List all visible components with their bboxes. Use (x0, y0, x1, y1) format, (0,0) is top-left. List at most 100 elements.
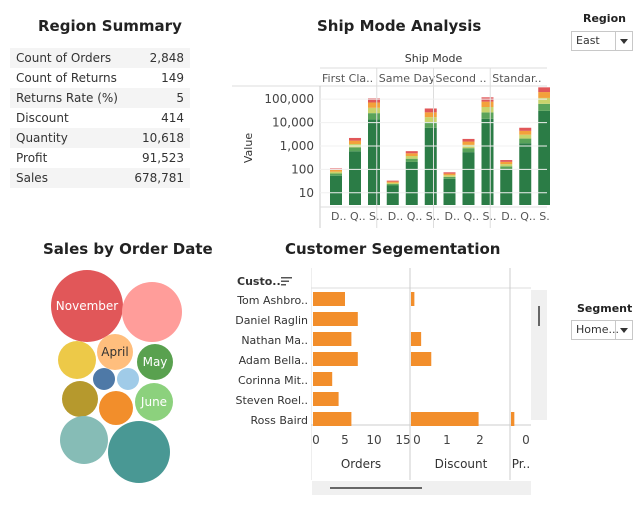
month-bubble[interactable] (99, 391, 133, 425)
ship-mode-bar-segment (500, 166, 513, 170)
ship-mode-title: Ship Mode Analysis (317, 17, 482, 35)
ship-mode-bar-segment (424, 127, 437, 205)
ship-mode-bar-segment (368, 107, 380, 114)
ship-mode-bar-segment (368, 98, 380, 103)
segment-filter-label: Segment (577, 302, 633, 315)
ship-mode-bar-segment (386, 182, 399, 185)
ship-mode-sub-label: D.. (445, 210, 460, 223)
ship-mode-header: Ship Mode (405, 52, 463, 65)
customer-name[interactable]: Tom Ashbro.. (237, 294, 308, 307)
customer-seg-title: Customer Segementation (285, 240, 501, 258)
summary-row-value: 2,848 (149, 51, 184, 65)
ship-mode-bar-segment (424, 121, 437, 128)
customer-name[interactable]: Nathan Ma.. (241, 334, 308, 347)
ship-mode-bar-segment (368, 102, 380, 108)
customer-bar (313, 352, 358, 366)
segment-dropdown[interactable]: Home... (571, 320, 633, 340)
month-bubble[interactable] (135, 383, 173, 421)
x-tick-label: 2 (476, 433, 484, 447)
ship-mode-sub-label: Q.. (464, 210, 480, 223)
chevron-down-icon[interactable] (615, 32, 632, 50)
ship-mode-bar-segment (481, 118, 494, 205)
ship-mode-bar-segment (330, 173, 342, 176)
vertical-scroll-thumb[interactable] (538, 306, 540, 326)
month-bubble[interactable] (60, 416, 108, 464)
ship-mode-bar-segment (519, 134, 532, 139)
month-bubble[interactable] (58, 341, 96, 379)
ship-mode-column-label: Standar.. (492, 72, 541, 85)
ship-mode-bar-segment (368, 119, 380, 205)
ship-mode-bar-segment (405, 153, 418, 157)
ship-mode-bar-segment (386, 184, 399, 186)
ship-mode-bar-segment (500, 164, 513, 167)
ship-mode-bar-segment (443, 178, 456, 205)
customer-name[interactable]: Daniel Raglin (235, 314, 308, 327)
month-bubble-label: April (101, 345, 128, 359)
ship-mode-bar-segment (349, 140, 361, 144)
horizontal-scroll-thumb[interactable] (330, 487, 422, 489)
summary-row-value: 5 (176, 91, 184, 105)
ship-mode-bar-segment (330, 169, 342, 172)
customer-name[interactable]: Steven Roel.. (235, 394, 308, 407)
customer-bar (313, 292, 345, 306)
ship-mode-bar-segment (349, 151, 361, 205)
customer-name[interactable]: Ross Baird (250, 414, 309, 427)
ship-mode-column-label: Second .. (436, 72, 487, 85)
customer-bar (313, 312, 358, 326)
ship-mode-bar-segment (538, 92, 550, 98)
x-tick-label: 15 (395, 433, 410, 447)
ship-mode-bar-segment (538, 110, 550, 205)
ship-mode-column-label: Same Day (379, 72, 436, 85)
customer-bar (313, 392, 339, 406)
month-bubble[interactable] (51, 270, 123, 342)
month-bubble[interactable] (117, 368, 139, 390)
summary-row: Returns Rate (%) 5 (10, 88, 190, 108)
ship-mode-sub-label: D.. (388, 210, 403, 223)
month-bubble[interactable] (97, 334, 133, 370)
ship-mode-sub-label: D.. (331, 210, 346, 223)
summary-row: Sales 678,781 (10, 168, 190, 188)
month-bubble[interactable] (108, 421, 170, 483)
discount-axis-title: Discount (435, 457, 488, 471)
y-tick-label: 1,000 (280, 139, 314, 153)
summary-row-value: 10,618 (142, 131, 184, 145)
ship-mode-bar-segment (538, 87, 550, 93)
ship-mode-sub-label: S.. (369, 210, 383, 223)
ship-mode-bar-segment (386, 185, 399, 205)
ship-mode-bar-segment (538, 103, 550, 111)
customer-name[interactable]: Adam Bella.. (238, 354, 308, 367)
vertical-scrollbar[interactable] (531, 290, 547, 420)
summary-row-label: Count of Orders (16, 51, 112, 65)
ship-mode-bar-segment (405, 158, 418, 162)
month-bubble[interactable] (122, 282, 182, 342)
month-bubble[interactable] (93, 368, 115, 390)
customer-name[interactable]: Corinna Mit.. (237, 374, 308, 387)
y-tick-label: 10,000 (272, 116, 314, 130)
ship-mode-bar-segment (462, 148, 475, 153)
ship-mode-bar-segment (443, 175, 456, 177)
summary-row: Count of Orders 2,848 (10, 48, 190, 68)
summary-row: Profit 91,523 (10, 148, 190, 168)
month-bubble-label: June (140, 395, 167, 409)
ship-mode-sub-label: Q.. (407, 210, 423, 223)
ship-mode-bar-segment (424, 108, 437, 113)
x-tick-label: 1 (443, 433, 451, 447)
summary-row-value: 414 (161, 111, 184, 125)
chevron-down-icon[interactable] (615, 321, 632, 339)
summary-row-label: Sales (16, 171, 48, 185)
month-bubble[interactable] (62, 381, 98, 417)
customer-bar (411, 292, 415, 306)
customer-bar (511, 412, 515, 426)
x-tick-label: 0 (522, 433, 530, 447)
sales-by-date-title: Sales by Order Date (43, 240, 213, 258)
ship-mode-sub-label: S.. (539, 210, 550, 223)
summary-row: Discount 414 (10, 108, 190, 128)
sort-icon[interactable] (281, 276, 293, 286)
region-filter-label: Region (583, 12, 626, 25)
region-dropdown[interactable]: East (571, 31, 633, 51)
month-bubble[interactable] (137, 344, 173, 380)
horizontal-scrollbar[interactable] (312, 481, 531, 495)
ship-mode-bar-segment (443, 176, 456, 179)
segment-dropdown-value: Home... (576, 323, 619, 336)
